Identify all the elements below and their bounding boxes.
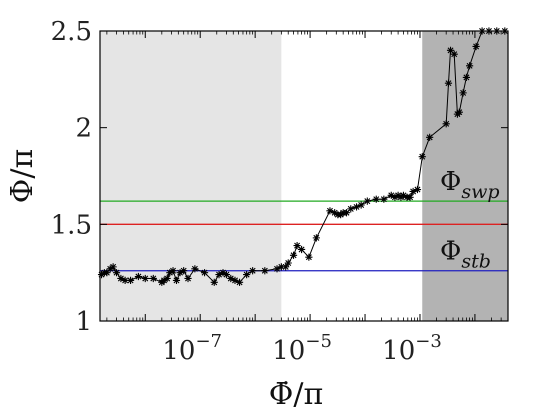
data-point — [103, 269, 111, 277]
data-point — [465, 62, 474, 70]
data-point — [249, 267, 257, 275]
data-point — [273, 265, 281, 273]
data-point — [357, 201, 365, 209]
data-point — [312, 234, 320, 242]
data-point — [163, 274, 171, 283]
data-point — [277, 263, 285, 271]
data-point — [352, 203, 361, 211]
data-point — [450, 50, 458, 58]
plot-frame — [99, 30, 509, 322]
y-axis-label: Φ/π — [5, 149, 40, 203]
data-point — [331, 209, 339, 217]
data-point — [394, 191, 402, 199]
data-point — [112, 269, 121, 277]
data-point — [106, 265, 114, 273]
x-tick-label-0: 10−7 — [162, 331, 222, 366]
data-point — [347, 205, 355, 213]
data-point — [409, 187, 417, 196]
data-point — [426, 133, 434, 141]
data-point — [227, 274, 235, 283]
data-point — [166, 269, 174, 277]
data-point — [200, 269, 209, 277]
y-tick-label-1: 1.5 — [51, 210, 92, 240]
data-point — [459, 89, 467, 97]
data-point — [180, 267, 188, 275]
y-tick-label-3: 2.5 — [51, 17, 92, 47]
data-point — [455, 108, 463, 116]
data-point — [326, 207, 334, 215]
data-point — [235, 278, 244, 286]
data-point — [380, 195, 388, 203]
data-point — [387, 191, 395, 199]
data-point — [117, 274, 125, 283]
data-point — [231, 276, 239, 284]
data-point — [442, 120, 450, 128]
data-point — [472, 42, 480, 51]
data-point — [184, 274, 192, 283]
data-point — [121, 276, 129, 284]
hline-label-2: Φstb — [440, 237, 491, 273]
data-point — [391, 193, 399, 201]
data-point — [149, 274, 157, 283]
data-point — [342, 209, 351, 217]
data-point — [160, 276, 168, 284]
data-series — [97, 27, 509, 286]
data-point — [169, 267, 177, 275]
x-tick-label-1: 10−5 — [272, 331, 332, 366]
data-point — [176, 269, 184, 277]
data-point — [109, 263, 117, 271]
data-point — [261, 267, 269, 275]
y-tick-label-0: 1 — [75, 307, 92, 337]
data-point — [363, 197, 371, 205]
data-point — [297, 245, 306, 254]
data-point — [406, 193, 414, 201]
data-point — [172, 276, 181, 284]
data-point — [215, 271, 223, 279]
data-point — [282, 263, 290, 271]
data-point — [446, 46, 455, 54]
data-point — [418, 153, 426, 161]
data-point — [222, 271, 231, 279]
axes — [99, 30, 509, 322]
shaded-region-0 — [100, 31, 282, 321]
hline-label-0: Φswp — [440, 167, 500, 203]
x-tick-label-2: 10−3 — [382, 331, 442, 366]
data-point — [399, 191, 408, 199]
y-tick-label-2: 2 — [75, 114, 92, 144]
shaded-regions — [100, 31, 508, 321]
shaded-region-1 — [422, 31, 508, 321]
data-point — [444, 79, 453, 87]
data-point — [372, 195, 380, 203]
data-point — [462, 73, 471, 81]
data-point — [97, 271, 106, 279]
data-point — [284, 259, 292, 267]
data-point — [305, 253, 313, 261]
data-point — [219, 269, 227, 277]
chart-text: Φswp Φstb 10−7 10−5 10−3 1 1.5 2 2.5 Φ̇/π Φ/π — [5, 17, 500, 412]
data-point — [134, 272, 143, 281]
data-point — [413, 185, 422, 194]
data-point — [243, 271, 251, 279]
data-point — [293, 242, 301, 250]
data-point — [126, 276, 135, 284]
x-axis-label: Φ̇/π — [269, 377, 323, 412]
data-point — [191, 265, 199, 273]
data-point — [289, 251, 298, 259]
data-point — [141, 274, 149, 283]
data-point — [210, 278, 218, 286]
